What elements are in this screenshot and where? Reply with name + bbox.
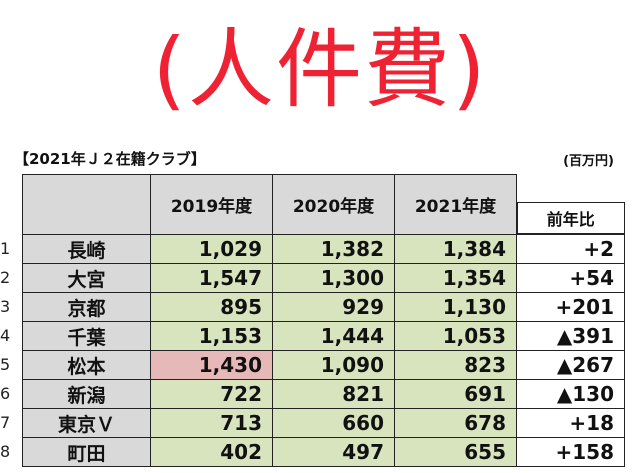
value-2021-cell: 823 [394,350,517,380]
value-2020-cell: 660 [272,408,395,438]
value-2020-cell: 497 [272,437,395,467]
table-row: 松本 1,430 1,090 823 ▲267 [22,350,625,380]
value-2020-cell: 821 [272,379,395,409]
team-name-cell: 大宮 [22,263,151,293]
header-2020: 2020年度 [272,174,395,235]
value-2019-cell: 1,029 [150,234,273,264]
header-diff: 前年比 [516,174,625,235]
table-subtitle: 【2021年Ｊ２在籍クラブ】 [14,150,206,168]
value-2021-cell: 1,053 [394,321,517,351]
diff-cell: ▲391 [516,321,625,351]
row-number: 7 [0,413,11,432]
row-number: 3 [0,297,11,316]
team-name-cell: 新潟 [22,379,151,409]
team-name-cell: 町田 [22,437,151,467]
value-2021-cell: 1,354 [394,263,517,293]
diff-cell: +158 [516,437,625,467]
diff-cell: +18 [516,408,625,438]
personnel-cost-table: 2019年度 2020年度 2021年度 前年比 長崎 1,029 1,382 1,3… [22,174,625,467]
row-number: 6 [0,384,11,403]
unit-label: (百万円) [563,154,614,169]
value-2020-cell: 1,382 [272,234,395,264]
value-2019-cell: 1,153 [150,321,273,351]
diff-cell: +201 [516,292,625,322]
header-diff-label: 前年比 [517,202,625,234]
table-row: 大宮 1,547 1,300 1,354 +54 [22,263,625,293]
team-name-cell: 京都 [22,292,151,322]
value-2019-cell: 402 [150,437,273,467]
table-row: 千葉 1,153 1,444 1,053 ▲391 [22,321,625,351]
diff-cell: +2 [516,234,625,264]
team-name-cell: 長崎 [22,234,151,264]
table-row: 長崎 1,029 1,382 1,384 +2 [22,234,625,264]
table-row: 新潟 722 821 691 ▲130 [22,379,625,409]
page-title: (人件費) [152,19,488,120]
value-2021-cell: 691 [394,379,517,409]
value-2021-cell: 1,130 [394,292,517,322]
header-2019: 2019年度 [150,174,273,235]
diff-cell: ▲130 [516,379,625,409]
diff-cell: +54 [516,263,625,293]
row-number: 4 [0,326,11,345]
row-number: 5 [0,355,11,374]
row-number: 8 [0,442,11,461]
row-number: 2 [0,268,11,287]
team-name-cell: 千葉 [22,321,151,351]
table-header-row: 2019年度 2020年度 2021年度 前年比 [22,174,625,235]
value-2020-cell: 1,444 [272,321,395,351]
header-team [22,174,151,235]
value-2021-cell: 678 [394,408,517,438]
value-2020-cell: 1,300 [272,263,395,293]
team-name-cell: 松本 [22,350,151,380]
value-2020-cell: 929 [272,292,395,322]
value-2019-cell: 1,430 [150,350,273,380]
row-number: 1 [0,239,11,258]
value-2019-cell: 895 [150,292,273,322]
team-name-cell: 東京Ｖ [22,408,151,438]
table-row: 町田 402 497 655 +158 [22,437,625,467]
value-2020-cell: 1,090 [272,350,395,380]
value-2019-cell: 1,547 [150,263,273,293]
value-2021-cell: 655 [394,437,517,467]
value-2019-cell: 713 [150,408,273,438]
table-row: 京都 895 929 1,130 +201 [22,292,625,322]
header-2021: 2021年度 [394,174,517,235]
value-2019-cell: 722 [150,379,273,409]
table-row: 東京Ｖ 713 660 678 +18 [22,408,625,438]
value-2021-cell: 1,384 [394,234,517,264]
diff-cell: ▲267 [516,350,625,380]
